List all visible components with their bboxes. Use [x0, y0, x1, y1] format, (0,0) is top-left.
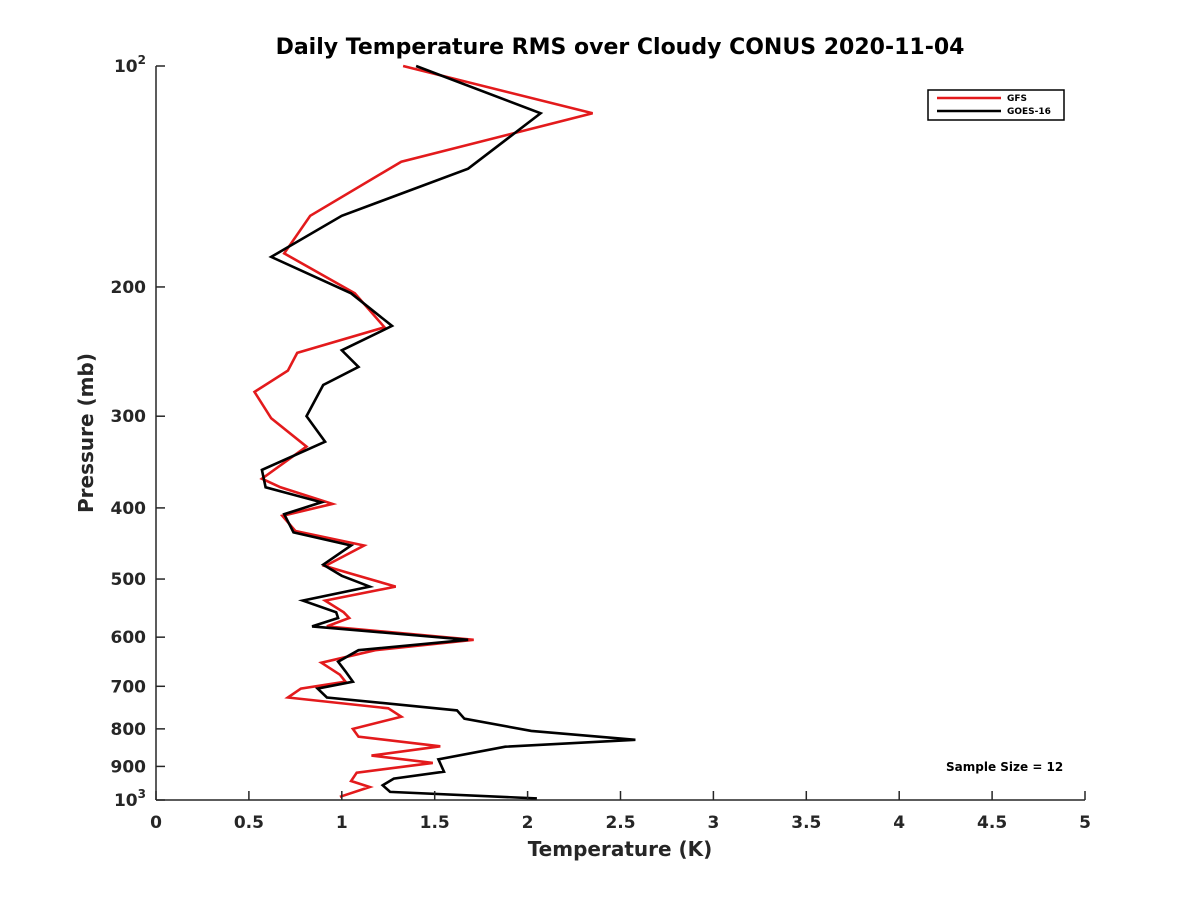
sample-size-annotation: Sample Size = 12: [946, 760, 1063, 774]
series-line-goes-16: [260, 64, 636, 800]
y-tick-label: 103: [114, 787, 146, 811]
x-tick-label: 0.5: [234, 813, 264, 833]
x-tick-label: 1.5: [420, 813, 450, 833]
y-tick-label: 900: [111, 757, 147, 777]
y-tick-label: 400: [111, 499, 147, 519]
x-tick-label: 1: [336, 813, 348, 833]
x-tick-label: 3.5: [791, 813, 821, 833]
y-tick-label: 700: [111, 677, 147, 697]
x-axis-label: Temperature (K): [528, 837, 713, 861]
legend-label-goes-16: GOES-16: [1007, 107, 1051, 117]
y-tick-label: 300: [111, 407, 147, 427]
x-tick-label: 5: [1079, 813, 1091, 833]
x-tick-label: 4: [893, 813, 905, 833]
plot-area: [252, 64, 636, 800]
y-tick-label: 500: [111, 570, 147, 590]
y-tick-label: 600: [111, 628, 147, 648]
x-tick-label: 3: [707, 813, 719, 833]
y-tick-label: 102: [114, 53, 146, 77]
x-tick-label: 2.5: [605, 813, 635, 833]
legend-label-gfs: GFS: [1007, 94, 1027, 104]
y-axis-label: Pressure (mb): [74, 353, 98, 513]
y-tick-label: 200: [111, 278, 147, 298]
series-line-gfs: [252, 64, 593, 799]
chart-title: Daily Temperature RMS over Cloudy CONUS …: [276, 35, 965, 60]
y-tick-label: 800: [111, 720, 147, 740]
axes: 0 0.5 1 1.5 2 2.5 3 3.5 4 4.5 5 102 200 300 400 500 600 7…: [111, 53, 1091, 833]
x-tick-label: 2: [522, 813, 534, 833]
x-tick-label: 0: [150, 813, 162, 833]
x-tick-label: 4.5: [977, 813, 1007, 833]
legend: GFS GOES-16: [927, 89, 1065, 121]
legend-box: [927, 89, 1065, 121]
